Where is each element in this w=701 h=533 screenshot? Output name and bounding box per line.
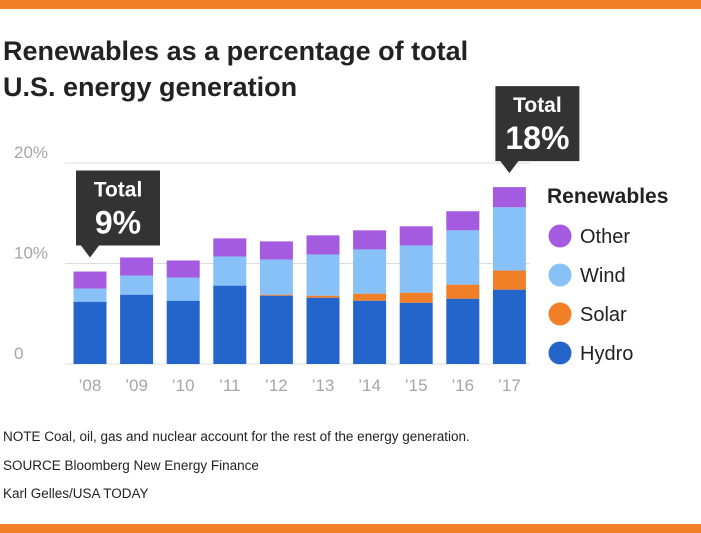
bar-segment-other <box>166 260 200 278</box>
total-callout-box <box>495 86 580 174</box>
x-tick-label: ’12 <box>265 376 288 395</box>
x-tick-label: ’08 <box>79 376 102 395</box>
bar-segment-hydro <box>446 298 480 364</box>
x-tick-label: ’13 <box>312 376 335 395</box>
bar-segment-wind <box>73 288 107 302</box>
bar-segment-hydro <box>73 301 107 364</box>
legend-swatch-other <box>548 224 572 248</box>
bar-segment-wind <box>399 245 433 293</box>
x-tick-label: ’09 <box>125 376 148 395</box>
callout-value: 18% <box>505 120 569 156</box>
bar-segment-hydro <box>259 295 293 364</box>
y-tick-label: 0 <box>14 344 23 363</box>
chart-title-line-1: Renewables as a percentage of total <box>3 36 469 66</box>
callout-value: 9% <box>95 205 141 241</box>
bar-segment-wind <box>492 207 526 271</box>
x-tick-label: ’16 <box>451 376 474 395</box>
footnote: NOTE Coal, oil, gas and nuclear account … <box>3 429 470 444</box>
source-line: SOURCE Bloomberg New Energy Finance <box>3 458 259 473</box>
x-tick-label: ’17 <box>498 376 521 395</box>
bar-segment-hydro <box>353 300 387 364</box>
bar-segment-hydro <box>120 294 154 364</box>
legend-label-hydro: Hydro <box>580 343 633 365</box>
callout-label: Total <box>513 94 562 117</box>
bar-segment-solar <box>306 295 340 298</box>
legend-label-solar: Solar <box>580 304 627 326</box>
legend-label-wind: Wind <box>580 265 626 287</box>
bar-segment-hydro <box>492 289 526 364</box>
bar-segment-other <box>492 187 526 208</box>
bar-segment-other <box>446 211 480 231</box>
x-tick-label: ’15 <box>405 376 428 395</box>
legend-swatch-hydro <box>548 341 572 365</box>
bar-segment-hydro <box>399 302 433 364</box>
bar-segment-hydro <box>213 285 247 364</box>
bar-segment-other <box>353 230 387 250</box>
legend-swatch-wind <box>548 263 572 287</box>
y-tick-label: 20% <box>14 143 48 162</box>
x-tick-label: ’10 <box>172 376 195 395</box>
bottom-accent-bar <box>0 524 701 533</box>
bar-segment-hydro <box>306 297 340 364</box>
legend-swatch-solar <box>548 302 572 326</box>
credit-line: Karl Gelles/USA TODAY <box>3 486 149 501</box>
chart-title: Renewables as a percentage of total U.S.… <box>3 33 603 105</box>
bar-segment-other <box>73 271 107 289</box>
bar-segment-other <box>120 257 154 276</box>
bar-segment-wind <box>259 259 293 295</box>
total-callout-box <box>76 170 160 258</box>
bar-segment-solar <box>259 294 293 296</box>
bar-segment-hydro <box>166 300 200 364</box>
bar-segment-other <box>213 238 247 257</box>
bar-segment-other <box>259 241 293 260</box>
x-tick-label: ’14 <box>358 376 381 395</box>
top-accent-bar <box>0 0 701 9</box>
x-tick-label: ’11 <box>219 376 240 395</box>
bar-segment-solar <box>492 270 526 290</box>
chart-title-line-2: U.S. energy generation <box>3 72 298 102</box>
bar-segment-wind <box>446 230 480 285</box>
bar-segment-solar <box>446 284 480 299</box>
bar-segment-wind <box>213 256 247 286</box>
legend-title: Renewables <box>547 185 668 208</box>
legend-label-other: Other <box>580 226 630 248</box>
y-tick-label: 10% <box>14 244 48 263</box>
bar-segment-wind <box>120 275 154 295</box>
bar-segment-solar <box>353 293 387 301</box>
bar-segment-solar <box>399 292 433 303</box>
bar-segment-wind <box>166 277 200 301</box>
bar-segment-other <box>306 235 340 255</box>
bar-segment-wind <box>353 249 387 294</box>
callout-label: Total <box>94 179 143 202</box>
bar-segment-wind <box>306 254 340 296</box>
bar-segment-other <box>399 226 433 246</box>
